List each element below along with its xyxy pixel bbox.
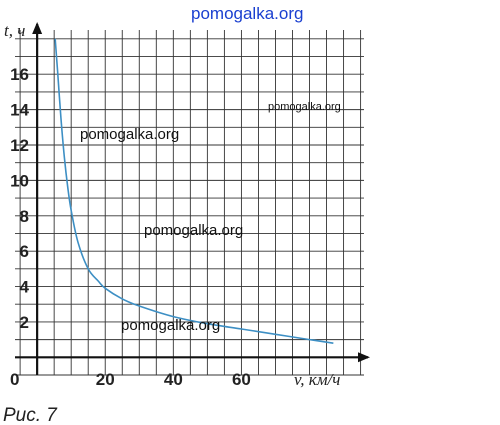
x-tick-label: 40 xyxy=(164,370,183,389)
y-tick-label: 8 xyxy=(20,207,29,226)
watermark: pomogalka.org xyxy=(80,126,179,143)
tick-labels: 20 40 60 2 4 6 8 10 12 14 16 xyxy=(10,65,251,389)
y-tick-label: 14 xyxy=(10,101,29,120)
y-tick-label: 12 xyxy=(10,136,29,155)
series xyxy=(54,38,334,344)
y-tick-label: 4 xyxy=(20,278,30,297)
series-line xyxy=(54,38,334,344)
origin-label: 0 xyxy=(10,370,19,389)
y-axis-arrow xyxy=(32,22,43,34)
y-tick-label: 10 xyxy=(10,171,29,190)
x-axis-label: v, км/ч xyxy=(294,370,340,389)
x-tick-label: 60 xyxy=(232,370,251,389)
watermark: pomogalka.org xyxy=(144,222,243,239)
watermark: pomogalka.org xyxy=(121,317,220,334)
y-tick-label: 16 xyxy=(10,65,29,84)
y-tick-label: 2 xyxy=(20,313,29,332)
x-tick-label: 20 xyxy=(96,370,115,389)
y-axis-label: t, ч xyxy=(4,21,25,40)
y-tick-label: 6 xyxy=(20,242,29,261)
watermark-top: pomogalka.org xyxy=(191,4,303,23)
x-axis-arrow xyxy=(358,352,370,363)
axes xyxy=(15,22,370,375)
figure-caption: Рис. 7 xyxy=(3,405,58,425)
watermark: pomogalka.org xyxy=(268,101,341,113)
